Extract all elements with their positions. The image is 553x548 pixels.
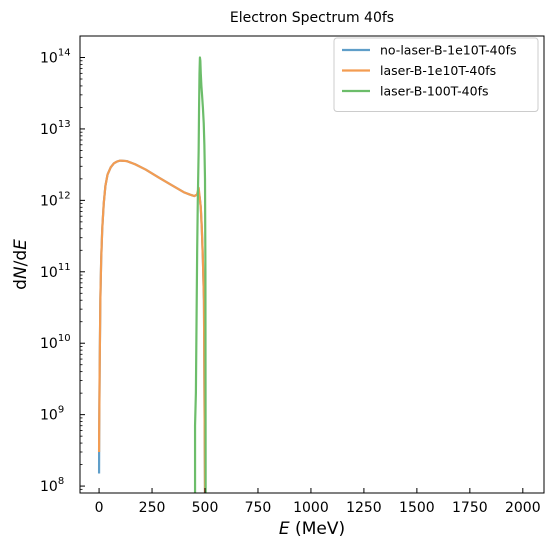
x-tick-label: 2000 bbox=[505, 500, 541, 516]
plot-frame bbox=[79, 35, 545, 494]
y-axis-label: dN/dE bbox=[11, 239, 31, 290]
x-tick-label: 1500 bbox=[399, 500, 435, 516]
y-tick-label: 109 bbox=[40, 405, 64, 424]
series-line-2 bbox=[97, 159, 207, 494]
legend-label: no-laser-B-1e10T-40fs bbox=[380, 43, 517, 58]
y-tick-label: 1013 bbox=[40, 119, 71, 138]
y-tick-label: 108 bbox=[40, 476, 64, 495]
legend-label: laser-B-100T-40fs bbox=[380, 84, 489, 99]
y-tick-label: 1011 bbox=[40, 262, 71, 281]
series-layer bbox=[97, 56, 207, 494]
x-tick-label: 500 bbox=[192, 500, 219, 516]
legend: no-laser-B-1e10T-40fs laser-B-1e10T-40fs l… bbox=[333, 37, 539, 112]
x-axis: 0 250 500 750 1000 1250 1500 1750 2000 bbox=[95, 488, 541, 516]
x-axis-label: E (MeV) bbox=[279, 519, 345, 539]
series-line-3 bbox=[193, 56, 207, 494]
chart-title: Electron Spectrum 40fs bbox=[230, 10, 394, 26]
x-tick-label: 250 bbox=[139, 500, 166, 516]
x-tick-label: 1750 bbox=[452, 500, 488, 516]
x-tick-label: 1000 bbox=[293, 500, 329, 516]
y-axis: 108 109 1010 1011 1012 1013 1014 bbox=[40, 35, 85, 495]
y-tick-label: 1014 bbox=[40, 48, 71, 67]
y-tick-label: 1010 bbox=[40, 333, 71, 352]
legend-box bbox=[333, 37, 539, 112]
x-tick-label: 0 bbox=[95, 500, 104, 516]
series-line-1 bbox=[97, 159, 207, 494]
x-tick-label: 750 bbox=[245, 500, 272, 516]
x-tick-label: 1250 bbox=[346, 500, 382, 516]
legend-label: laser-B-1e10T-40fs bbox=[380, 63, 496, 78]
y-tick-label: 1012 bbox=[40, 190, 71, 209]
